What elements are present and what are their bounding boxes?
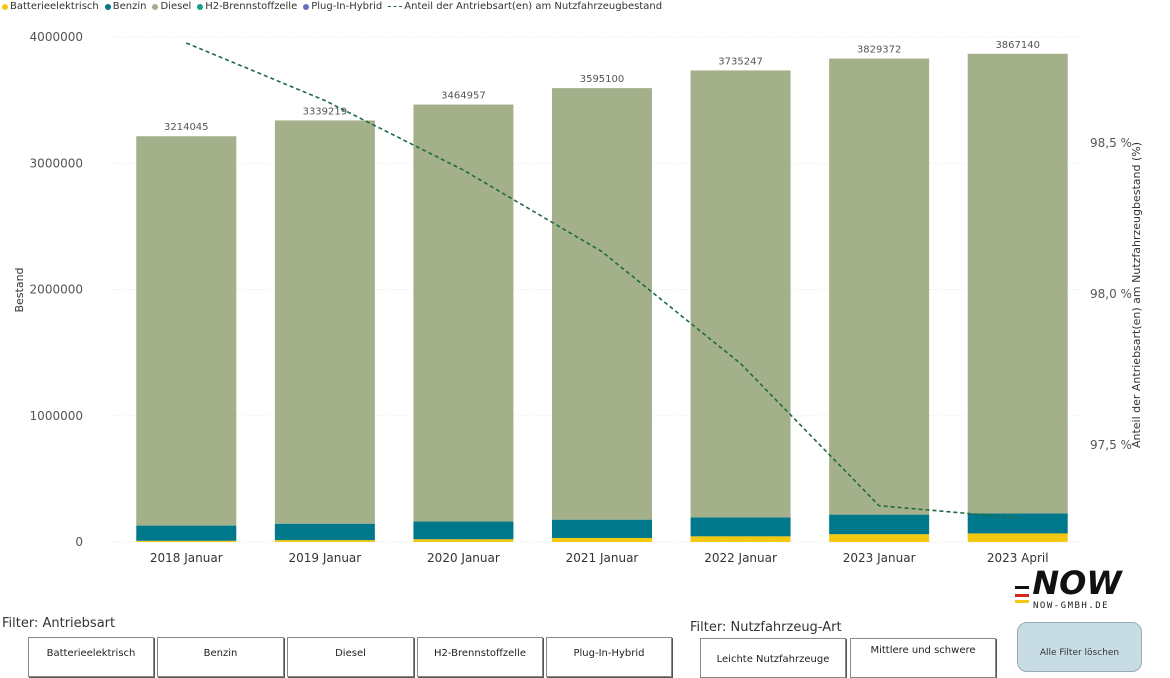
- y-tick-label: 3000000: [30, 156, 83, 170]
- legend-dot-icon: [2, 3, 8, 10]
- filter-button-label: Benzin: [203, 648, 238, 659]
- x-tick-label: 2021 Januar: [566, 551, 639, 565]
- x-tick-label: 2018 Januar: [150, 551, 223, 565]
- total-label: 3829372: [857, 45, 902, 56]
- bar-series: [136, 53, 1068, 542]
- bar-segment[interactable]: [413, 104, 514, 522]
- legend-label: Benzin: [112, 1, 147, 12]
- bar-segment[interactable]: [274, 540, 375, 542]
- bar-segment[interactable]: [967, 53, 1068, 514]
- bar-segment[interactable]: [136, 525, 237, 541]
- total-label: 3595100: [580, 74, 625, 85]
- total-label: 3464957: [441, 91, 486, 102]
- filter-button-label: Diesel: [335, 648, 366, 659]
- filter-antriebsart-button[interactable]: Plug-In-Hybrid: [546, 637, 672, 677]
- bar-segment[interactable]: [829, 534, 930, 542]
- y-axis-label: Bestand: [13, 267, 26, 312]
- bar-segment[interactable]: [274, 120, 375, 524]
- bar-segment[interactable]: [136, 136, 237, 526]
- filter-button-label: Mittlere und schwere: [870, 645, 976, 656]
- total-labels: 3214045 3339219 3464957 3595100 3735247 38293…: [164, 40, 1040, 133]
- chart-legend: Batterieelektrisch Benzin Diesel H2-Brennst…: [2, 1, 662, 12]
- legend-dash-icon: [388, 6, 403, 7]
- x-tick-label: 2023 April: [987, 551, 1049, 565]
- logo-stripe-yellow: [1015, 600, 1029, 603]
- filter-button-label: Batterieelektrisch: [46, 648, 136, 659]
- filter-antriebsart-title: Filter: Antriebsart: [2, 616, 116, 631]
- logo-stripe-black: [1015, 586, 1029, 589]
- bar-segment[interactable]: [413, 539, 514, 542]
- x-tick-label: 2020 Januar: [427, 551, 500, 565]
- y-tick-label: 4000000: [30, 30, 83, 44]
- x-axis-ticks: 2018 Januar 2019 Januar 2020 Januar 2021 Ja…: [150, 551, 1049, 565]
- x-tick-label: 2022 Januar: [704, 551, 777, 565]
- y-tick-label: 0: [75, 535, 83, 549]
- legend-dot-icon: [104, 3, 111, 10]
- total-label: 3214045: [164, 122, 209, 133]
- y-tick-label: 2000000: [30, 283, 83, 297]
- y2-tick-label: 98,0 %: [1090, 287, 1132, 301]
- bar-segment[interactable]: [136, 540, 237, 542]
- legend-dot-icon: [197, 3, 204, 10]
- filter-button-label: H2-Brennstoffzelle: [434, 648, 526, 659]
- y2-tick-label: 98,5 %: [1090, 136, 1132, 150]
- bar-segment[interactable]: [552, 537, 652, 542]
- bar-segment[interactable]: [690, 536, 791, 542]
- now-logo: NOW NOW-GMBH.DE: [1015, 566, 1123, 611]
- legend-label: H2-Brennstoffzelle: [205, 1, 298, 12]
- bar-segment[interactable]: [552, 88, 652, 520]
- total-label: 3735247: [718, 56, 763, 67]
- clear-filters-button[interactable]: Alle Filter löschen: [1017, 622, 1142, 672]
- bar-segment[interactable]: [829, 58, 930, 515]
- y2-axis-ticks: 97,5 % 98,0 % 98,5 %: [1090, 136, 1132, 452]
- bar-segment[interactable]: [967, 513, 1068, 534]
- y2-axis-label: Anteil der Antriebsart(en) am Nutzfahrze…: [1130, 142, 1143, 448]
- legend-label: Anteil der Antriebsart(en) am Nutzfahrze…: [404, 1, 663, 12]
- bar-segment[interactable]: [690, 517, 791, 537]
- y-axis-ticks: 0 1000000 2000000 3000000 4000000: [30, 30, 83, 549]
- total-label: 3867140: [995, 40, 1040, 51]
- x-tick-label: 2023 Januar: [843, 551, 916, 565]
- filter-antriebsart-button[interactable]: H2-Brennstoffzelle: [417, 637, 543, 677]
- share-line: [185, 42, 1018, 519]
- total-label: 3339219: [303, 106, 348, 117]
- legend-label: Plug-In-Hybrid: [311, 1, 383, 12]
- bar-segment[interactable]: [552, 519, 652, 538]
- bar-segment[interactable]: [690, 70, 791, 518]
- legend-item-line[interactable]: Anteil der Antriebsart(en) am Nutzfahrze…: [388, 1, 662, 12]
- logo-url: NOW-GMBH.DE: [1033, 601, 1109, 611]
- y-tick-label: 1000000: [30, 409, 83, 423]
- legend-item[interactable]: Diesel: [152, 1, 191, 12]
- legend-item[interactable]: H2-Brennstoffzelle: [197, 1, 297, 12]
- logo-stripe-red: [1015, 594, 1029, 597]
- bar-segment[interactable]: [829, 514, 930, 535]
- bar-segment[interactable]: [967, 533, 1068, 542]
- y2-tick-label: 97,5 %: [1090, 438, 1132, 452]
- filter-antriebsart-button[interactable]: Batterieelektrisch: [28, 637, 154, 677]
- legend-item[interactable]: Benzin: [104, 1, 147, 12]
- legend-dot-icon: [303, 3, 310, 10]
- filter-nutzfahrzeug-button[interactable]: Mittlere und schwere: [850, 638, 996, 678]
- legend-item[interactable]: Batterieelektrisch: [2, 1, 99, 12]
- legend-dot-icon: [152, 3, 159, 10]
- x-tick-label: 2019 Januar: [288, 551, 361, 565]
- bar-line-chart: 0 1000000 2000000 3000000 4000000 97,5 % 98,0…: [13, 30, 1143, 565]
- filter-nutzfahrzeug-title: Filter: Nutzfahrzeug-Art: [690, 620, 842, 635]
- bar-segment[interactable]: [274, 523, 375, 541]
- logo-wordmark: NOW: [1032, 566, 1123, 602]
- legend-label: Batterieelektrisch: [10, 1, 99, 12]
- bar-segment[interactable]: [413, 521, 514, 540]
- filter-antriebsart-button[interactable]: Benzin: [157, 637, 284, 677]
- filter-antriebsart-button[interactable]: Diesel: [287, 637, 414, 677]
- filter-nutzfahrzeug-button[interactable]: Leichte Nutzfahrzeuge: [700, 638, 846, 678]
- filter-button-label: Plug-In-Hybrid: [573, 648, 645, 659]
- legend-item[interactable]: Plug-In-Hybrid: [303, 1, 382, 12]
- filter-button-label: Leichte Nutzfahrzeuge: [716, 654, 830, 665]
- legend-label: Diesel: [160, 1, 192, 12]
